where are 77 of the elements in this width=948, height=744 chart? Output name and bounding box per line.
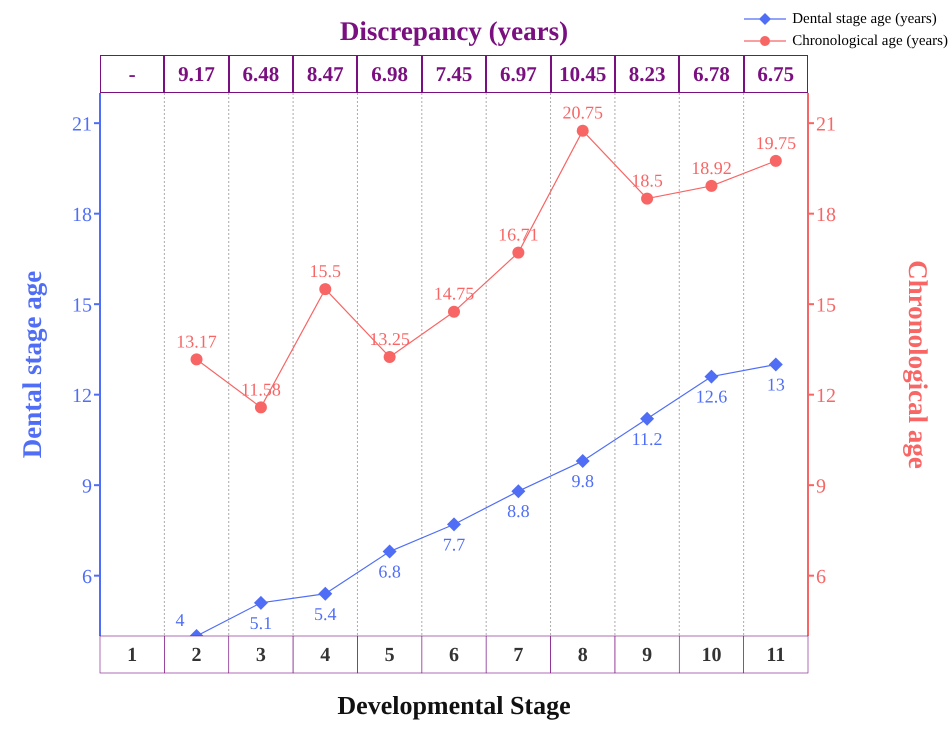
point: [384, 350, 396, 363]
text: 9.17: [164, 55, 229, 93]
data-label: 9.8: [571, 471, 594, 492]
point: [254, 596, 268, 610]
text: 7.45: [422, 55, 486, 93]
point: [512, 246, 524, 259]
y2-tick-label: 12: [816, 384, 836, 407]
x-tick-label: 4: [320, 644, 330, 666]
text: -: [100, 55, 164, 93]
text: 10.45: [550, 55, 615, 93]
data-label: 6.8: [378, 562, 401, 582]
y-tick-label: 9: [82, 475, 92, 498]
y-tick-label: 12: [72, 384, 92, 407]
point: [576, 124, 589, 137]
x-tick-label: 7: [513, 644, 524, 666]
point: [704, 370, 718, 384]
text: 6.98: [357, 55, 422, 93]
y2-tick-label: 15: [816, 294, 836, 316]
data-label: 13: [766, 374, 785, 394]
point: [318, 586, 332, 601]
point: [190, 353, 203, 366]
x-tick-label: 8: [578, 644, 588, 666]
legend-label: Dental stage age (years): [792, 10, 937, 29]
data-label: 18.5: [631, 170, 663, 191]
point: [768, 358, 783, 372]
point: [576, 454, 590, 468]
data-label: 11.2: [632, 428, 663, 449]
x-tick-label: 5: [384, 644, 395, 666]
data-label: 8.8: [507, 501, 530, 522]
point: [448, 306, 460, 318]
chart-title: Discrepancy (years): [340, 16, 568, 46]
x-tick-label: 2: [192, 644, 202, 666]
text: 6.78: [679, 55, 744, 93]
y2-tick-label: 21: [816, 113, 836, 136]
data-label: 20.75: [562, 102, 603, 123]
data-label: 15.5: [310, 261, 342, 282]
point: [447, 517, 461, 532]
x-tick-label: 6: [449, 644, 459, 666]
x-tick-label: 1: [127, 644, 138, 666]
point: [319, 283, 332, 296]
y2-axis-title: Chronological age: [903, 260, 933, 469]
point: [641, 192, 654, 205]
x-tick-label: 3: [256, 644, 266, 666]
y-tick-label: 21: [72, 113, 92, 136]
data-label: 12.6: [696, 386, 728, 407]
y2-tick-label: 9: [816, 475, 826, 498]
data-label: 7.7: [442, 534, 466, 554]
x-tick-label: 11: [766, 644, 786, 666]
data-label: 13.17: [176, 331, 217, 352]
data-label: 18.92: [691, 158, 732, 178]
y-tick-label: 15: [72, 294, 92, 316]
data-label: 14.75: [434, 284, 474, 304]
point: [770, 154, 782, 167]
x-axis-title: Developmental Stage: [337, 691, 571, 720]
legend-label: Chronological age (years): [792, 32, 948, 51]
text: 6.48: [228, 55, 294, 93]
y-axis-title: Dental stage age: [17, 270, 47, 458]
data-label: 13.25: [369, 328, 410, 349]
text: 8.23: [614, 55, 680, 93]
point: [382, 544, 397, 559]
y-tick-label: 6: [82, 566, 92, 588]
data-label: 5.1: [250, 612, 272, 633]
data-label: 5.4: [314, 604, 337, 624]
point: [640, 412, 654, 426]
x-tick-label: 10: [701, 644, 722, 666]
text: 6.97: [486, 55, 551, 93]
point: [511, 484, 526, 498]
y2-tick-label: 6: [816, 566, 826, 588]
y2-tick-label: 18: [816, 204, 836, 226]
data-label: 19.75: [756, 132, 796, 153]
y-tick-label: 18: [72, 204, 92, 226]
point: [705, 180, 718, 192]
point: [254, 401, 267, 414]
data-label: 4: [176, 610, 185, 630]
x-tick-label: 9: [642, 644, 652, 666]
text: 8.47: [293, 55, 358, 93]
text: 6.75: [744, 55, 808, 93]
